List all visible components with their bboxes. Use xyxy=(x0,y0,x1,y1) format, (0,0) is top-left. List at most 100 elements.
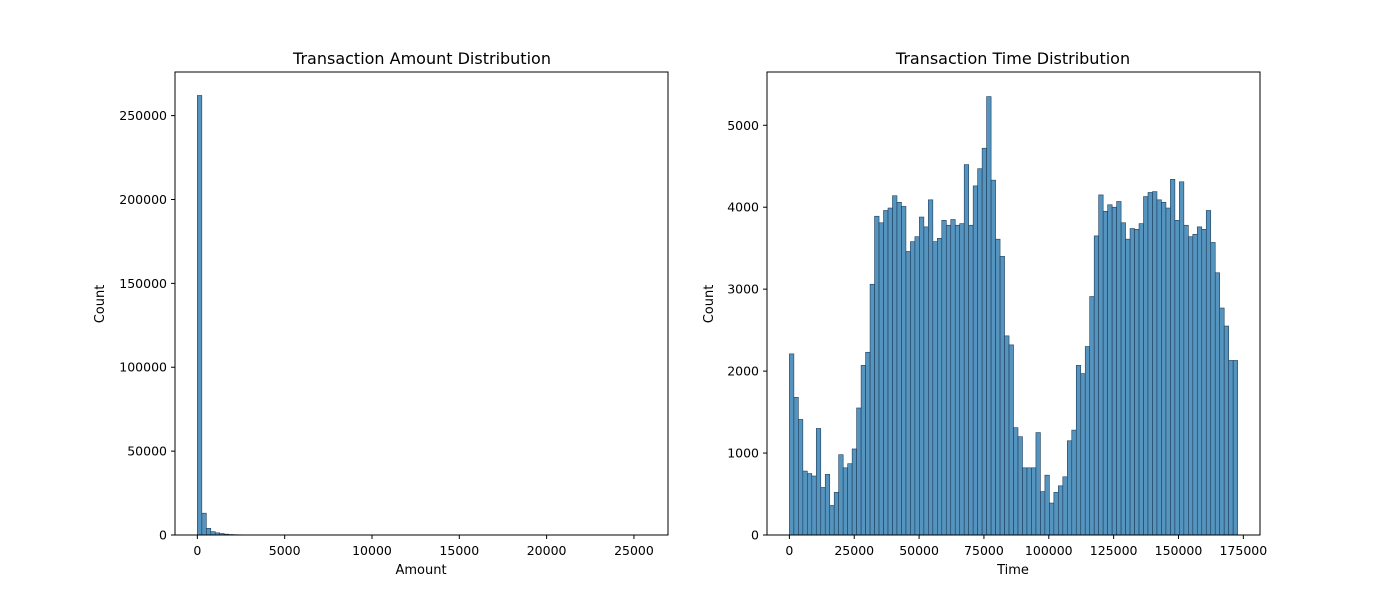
amount-chart-title: Transaction Amount Distribution xyxy=(292,49,551,68)
time-bars xyxy=(789,96,1238,536)
amount-y-tick-label: 0 xyxy=(159,528,167,543)
time-bar xyxy=(833,492,839,536)
time-bar xyxy=(887,207,893,536)
time-chart-title: Transaction Time Distribution xyxy=(895,49,1130,68)
time-bar xyxy=(1170,179,1176,536)
time-bar xyxy=(1188,236,1194,536)
amount-x-tick-label: 5000 xyxy=(269,543,301,558)
time-bar xyxy=(1210,242,1216,536)
time-bar xyxy=(1232,360,1238,536)
time-bar xyxy=(1062,476,1068,536)
time-bar xyxy=(874,215,880,536)
time-bar xyxy=(829,505,835,536)
time-bar xyxy=(1125,238,1131,536)
time-bar xyxy=(977,168,983,536)
time-bar xyxy=(1111,206,1117,536)
time-bar xyxy=(1008,344,1014,536)
amount-y-tick-label: 200000 xyxy=(119,192,167,207)
amount-plot-frame xyxy=(174,71,669,536)
amount-bar xyxy=(210,531,216,536)
time-bar xyxy=(1044,474,1050,536)
time-x-tick-label: 100000 xyxy=(1025,543,1073,558)
time-bar xyxy=(972,185,978,536)
amount-x-tick-label: 0 xyxy=(193,543,201,558)
amount-x-tick-label: 15000 xyxy=(439,543,479,558)
amount-x-tick-label: 25000 xyxy=(614,543,654,558)
time-bar xyxy=(1183,224,1189,536)
time-y-tick-label: 4000 xyxy=(727,200,759,215)
time-y-tick-label: 2000 xyxy=(727,364,759,379)
time-bar xyxy=(1152,191,1158,536)
time-bar xyxy=(878,222,884,536)
time-bar xyxy=(1004,335,1010,536)
time-bar xyxy=(815,428,822,536)
time-y-tick-label: 3000 xyxy=(727,282,759,297)
time-y-tick-label: 0 xyxy=(751,528,759,543)
time-bar xyxy=(789,353,795,536)
time-bar xyxy=(1107,204,1113,536)
time-bar xyxy=(1219,307,1225,536)
time-bar xyxy=(928,199,934,536)
time-bar xyxy=(1120,222,1126,536)
time-bar xyxy=(1138,223,1144,536)
time-bar xyxy=(1031,467,1037,536)
amount-x-tick-label: 20000 xyxy=(527,543,567,558)
time-bar xyxy=(1196,226,1203,536)
time-bar xyxy=(990,179,996,536)
time-bar xyxy=(1156,199,1162,536)
time-y-tick-label: 5000 xyxy=(727,118,759,133)
time-bar xyxy=(910,241,916,536)
time-bar xyxy=(999,256,1005,536)
time-bar xyxy=(1013,427,1019,536)
amount-y-ticks: 0 50000 100000 150000 200000 250000 xyxy=(119,108,175,543)
amount-bars xyxy=(197,95,645,536)
amount-y-tick-label: 100000 xyxy=(119,360,167,375)
time-histogram-panel: Transaction Time Distribution 0 25000 5000… xyxy=(702,49,1267,578)
amount-x-ticks: 0 5000 10000 15000 20000 25000 xyxy=(193,535,654,558)
time-bar xyxy=(1058,485,1064,536)
time-bar xyxy=(945,224,952,536)
time-x-tick-label: 0 xyxy=(785,543,793,558)
time-x-tick-label: 75000 xyxy=(964,543,1004,558)
amount-x-axis-label: Amount xyxy=(395,563,446,578)
time-bar xyxy=(1129,228,1135,536)
time-bar xyxy=(1165,207,1171,536)
time-bar xyxy=(1134,229,1140,536)
time-bar xyxy=(1071,429,1077,536)
amount-x-tick-label: 10000 xyxy=(352,543,392,558)
time-bar xyxy=(1143,196,1149,536)
time-bar xyxy=(1093,235,1099,536)
time-bar xyxy=(954,224,961,536)
time-bar xyxy=(1174,220,1180,536)
amount-bar xyxy=(205,527,212,536)
time-x-axis-label: Time xyxy=(996,563,1029,578)
amount-y-tick-label: 250000 xyxy=(119,108,167,123)
time-bar xyxy=(995,238,1001,536)
time-bar xyxy=(820,487,826,536)
time-y-ticks: 0 1000 2000 3000 4000 5000 xyxy=(727,118,767,543)
time-bar xyxy=(860,365,866,536)
amount-y-tick-label: 150000 xyxy=(119,276,167,291)
time-bar xyxy=(1201,229,1207,536)
time-bar xyxy=(919,216,925,536)
time-bar xyxy=(793,397,799,536)
time-y-axis-label: Count xyxy=(702,285,717,324)
time-y-tick-label: 1000 xyxy=(727,446,759,461)
time-bar xyxy=(824,474,831,536)
time-bar xyxy=(963,164,969,536)
time-bar xyxy=(798,419,804,536)
time-bar xyxy=(883,210,889,536)
time-bar xyxy=(1098,194,1104,536)
time-bar xyxy=(865,351,871,536)
time-bar xyxy=(1080,373,1086,536)
time-x-tick-label: 25000 xyxy=(834,543,874,558)
amount-bar xyxy=(201,512,207,536)
time-bar xyxy=(896,201,902,536)
time-bar xyxy=(1075,365,1082,536)
time-bar xyxy=(1067,440,1073,536)
time-bar xyxy=(1147,192,1153,536)
time-bar xyxy=(1223,325,1229,536)
time-bar xyxy=(1192,233,1198,536)
time-bar xyxy=(1026,467,1032,536)
time-bar xyxy=(842,467,848,536)
